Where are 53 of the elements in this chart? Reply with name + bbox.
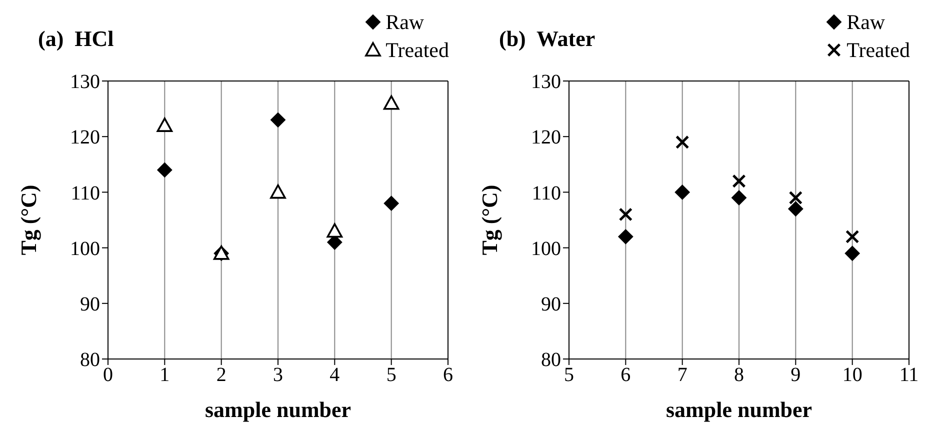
y-axis-title: Tg (°C) <box>476 184 502 256</box>
y-tick-label: 110 <box>532 182 561 204</box>
y-axis-title: Tg (°C) <box>16 184 41 256</box>
point <box>674 184 690 200</box>
x-tick-label: 8 <box>734 364 744 386</box>
point <box>383 95 400 110</box>
point <box>844 246 860 261</box>
x-tick-label: 10 <box>842 364 862 386</box>
x-tick-label: 7 <box>677 364 688 386</box>
y-tick-label: 90 <box>541 294 561 316</box>
x-tick-label: 3 <box>273 364 283 386</box>
y-tick-label: 100 <box>531 238 561 260</box>
x-tick-label: 9 <box>790 364 801 386</box>
point <box>618 229 634 244</box>
x-tick-label: 2 <box>216 364 226 386</box>
point <box>788 190 803 205</box>
legend-label: Raw <box>386 10 424 34</box>
y-tick-label: 130 <box>70 71 100 94</box>
x-axis-title: sample number <box>666 397 812 422</box>
x-tick-label: 4 <box>330 364 340 386</box>
point <box>732 190 746 206</box>
point <box>156 118 173 132</box>
chart-title: (a) HCl <box>38 26 114 52</box>
x-tick-label: 1 <box>160 364 170 386</box>
y-tick-label: 80 <box>541 349 561 372</box>
x-axis-title: sample number <box>204 397 352 422</box>
legend-label: Treated <box>386 38 449 62</box>
y-tick-label: 120 <box>531 126 561 149</box>
point <box>384 196 399 211</box>
point <box>270 112 286 128</box>
x-tick-label: 5 <box>564 364 574 386</box>
x-tick-label: 0 <box>103 364 113 386</box>
point <box>845 230 860 244</box>
legend-label: Raw <box>846 10 886 34</box>
y-tick-label: 90 <box>80 294 100 316</box>
point <box>618 208 633 222</box>
y-tick-label: 100 <box>70 238 100 260</box>
point <box>675 135 690 150</box>
point <box>732 174 746 188</box>
legend-label: Treated <box>846 38 910 62</box>
y-tick-label: 110 <box>70 182 100 204</box>
y-tick-label: 80 <box>80 349 100 372</box>
y-tick-label: 120 <box>70 126 100 149</box>
x-tick-label: 6 <box>620 364 631 386</box>
y-tick-label: 130 <box>531 71 561 94</box>
x-tick-label: 6 <box>443 364 453 386</box>
point <box>270 184 286 199</box>
point <box>157 162 172 178</box>
x-tick-label: 11 <box>899 364 919 386</box>
x-tick-label: 5 <box>386 364 396 386</box>
point <box>326 223 343 238</box>
point <box>788 201 804 216</box>
chart-title: (b) Water <box>499 26 596 52</box>
